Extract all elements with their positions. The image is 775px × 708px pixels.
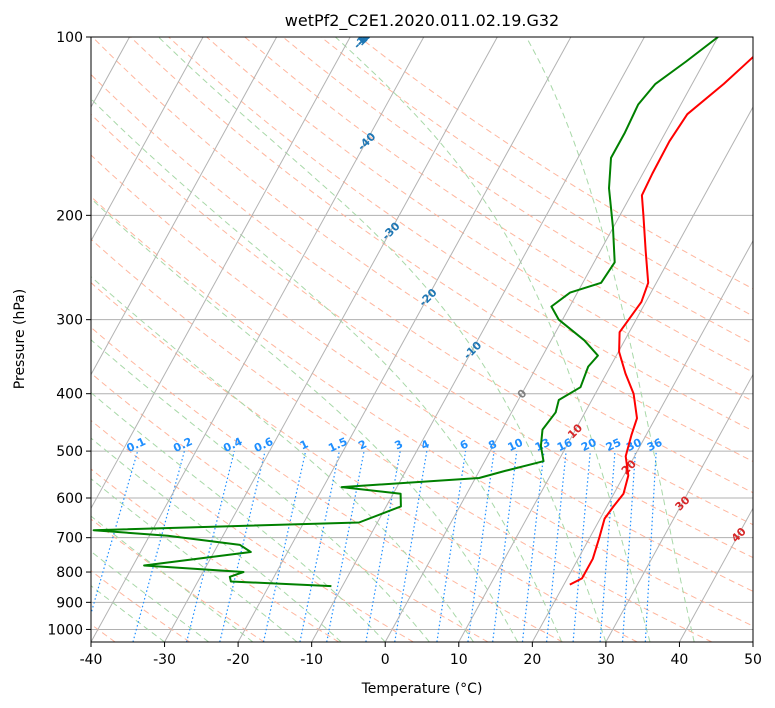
moist-adiabat-line — [91, 276, 474, 642]
y-tick-label: 1000 — [47, 622, 83, 638]
moist-adiabat-line — [158, 37, 607, 642]
dry-adiabat-line — [91, 468, 340, 642]
mixing-ratio-label: 36 — [645, 436, 665, 454]
dry-adiabats — [91, 37, 753, 642]
isotherm-label: -70 — [354, 25, 377, 48]
y-tick-label: 600 — [56, 491, 83, 507]
dry-adiabat-line — [358, 37, 753, 290]
moist-adiabat-line — [91, 339, 430, 642]
mixing-ratio-line — [219, 450, 266, 642]
isotherm-label: -90 — [354, 25, 377, 48]
dry-adiabat-line — [244, 37, 753, 373]
isotherm-line — [531, 239, 753, 642]
mixing-ratio-line — [521, 451, 545, 642]
x-tick-label: 40 — [671, 652, 689, 668]
isotherm-label: -60 — [354, 25, 377, 48]
x-axis-title: Temperature (°C) — [361, 681, 483, 697]
mixing-ratio-label: 13 — [533, 436, 552, 454]
mixing-ratio-label: 10 — [506, 436, 526, 454]
y-tick-label: 300 — [56, 313, 83, 329]
mixing-ratio-label: 16 — [555, 436, 575, 454]
y-tick-label: 900 — [56, 595, 83, 611]
dewpoint-profile-line — [92, 37, 719, 588]
x-axis: -40 -30 -20 -10 0 10 20 30 40 50 — [80, 642, 762, 668]
mixing-ratio-line — [436, 451, 467, 642]
x-tick-label: -10 — [300, 652, 323, 668]
isotherm-line — [91, 37, 425, 642]
plot-frame — [90, 36, 754, 643]
mixing-ratio-line — [132, 450, 185, 642]
x-tick-label: 50 — [744, 652, 762, 668]
dry-adiabat-line — [91, 195, 753, 627]
plot-area: 0.1 0.2 0.4 0.6 1 1.5 2 3 4 6 8 10 13 16 20 25 30 36-100-… — [91, 25, 753, 642]
y-tick-label: 700 — [56, 531, 83, 547]
isotherm-line — [679, 507, 753, 642]
dry-adiabat-line — [91, 372, 489, 642]
sounding-series — [92, 37, 753, 588]
isotherm-line — [384, 37, 719, 642]
dry-adiabat-line — [91, 73, 753, 526]
isotherm-label: -50 — [354, 25, 377, 48]
moist-adiabat-line — [525, 37, 695, 642]
mixing-ratio-lines — [91, 450, 657, 642]
isotherm-line — [164, 37, 498, 642]
moist-adiabats — [91, 37, 695, 642]
y-tick-label: 500 — [56, 444, 83, 460]
isotherm-label: -80 — [354, 25, 377, 48]
moist-adiabat-line — [91, 98, 563, 642]
dry-adiabat-line — [91, 518, 265, 642]
x-tick-label: 0 — [381, 652, 390, 668]
chart-title: wetPf2_C2E1.2020.011.02.19.G32 — [285, 11, 559, 31]
mixing-ratio-line — [91, 450, 139, 616]
x-tick-label: 30 — [597, 652, 615, 668]
dry-adiabat-line — [91, 154, 753, 592]
moist-adiabat-line — [91, 437, 342, 642]
mixing-ratio-line — [299, 450, 340, 642]
mixing-ratio-line — [394, 451, 428, 642]
dry-adiabat-line — [206, 37, 753, 402]
y-tick-label: 800 — [56, 565, 83, 581]
dry-adiabat-line — [91, 282, 638, 642]
mixing-ratio-line — [492, 451, 518, 642]
moist-adiabat-line — [91, 197, 519, 642]
mixing-ratio-line — [467, 451, 495, 642]
moist-adiabat-line — [91, 391, 386, 642]
x-tick-label: -30 — [153, 652, 176, 668]
dry-adiabat-line — [91, 570, 190, 642]
isotherm-line — [91, 37, 351, 510]
mixing-ratio-label: 25 — [604, 436, 623, 454]
temperature-profile-line — [569, 55, 753, 586]
y-axis-title: Pressure (hPa) — [12, 289, 28, 389]
x-tick-label: -40 — [80, 652, 103, 668]
dry-adiabat-line — [91, 238, 713, 642]
mixing-ratio-line — [365, 450, 401, 642]
isotherm-line — [311, 37, 645, 642]
isotherm-line — [458, 106, 753, 642]
isotherms — [91, 37, 753, 642]
dry-adiabat-line — [92, 37, 753, 494]
mixing-ratio-line — [262, 450, 307, 642]
isotherm-line — [605, 373, 753, 642]
y-tick-label: 400 — [56, 387, 83, 403]
isotherm-line — [91, 37, 278, 376]
isotherm-line — [91, 37, 204, 242]
mixing-ratio-line — [186, 450, 235, 642]
y-tick-label: 200 — [56, 208, 83, 224]
mixing-ratio-label: 20 — [579, 436, 599, 454]
y-axis: 100 200 300 400 500 600 700 800 900 1000 — [47, 30, 91, 638]
x-tick-label: 10 — [450, 652, 468, 668]
y-tick-label: 100 — [56, 30, 83, 46]
mixing-ratio-line — [326, 450, 365, 642]
x-tick-label: -20 — [227, 652, 250, 668]
x-tick-label: 20 — [523, 652, 541, 668]
isotherm-line — [237, 37, 572, 642]
moist-adiabat-line — [335, 37, 651, 642]
dry-adiabat-line — [91, 326, 563, 642]
